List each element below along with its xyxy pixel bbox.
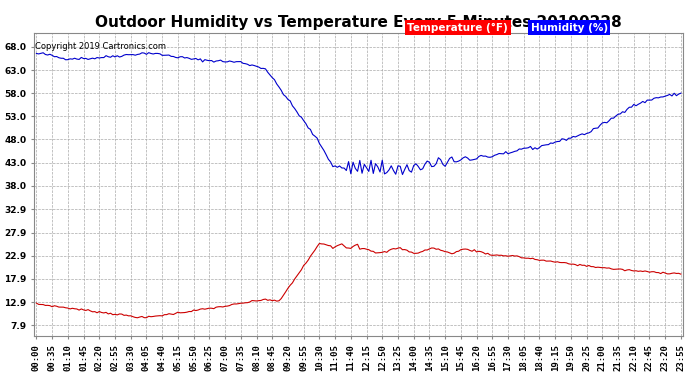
Title: Outdoor Humidity vs Temperature Every 5 Minutes 20190228: Outdoor Humidity vs Temperature Every 5 … — [95, 15, 622, 30]
Text: Copyright 2019 Cartronics.com: Copyright 2019 Cartronics.com — [35, 42, 166, 51]
Text: Temperature (°F): Temperature (°F) — [407, 22, 508, 33]
Text: Humidity (%): Humidity (%) — [531, 22, 608, 33]
